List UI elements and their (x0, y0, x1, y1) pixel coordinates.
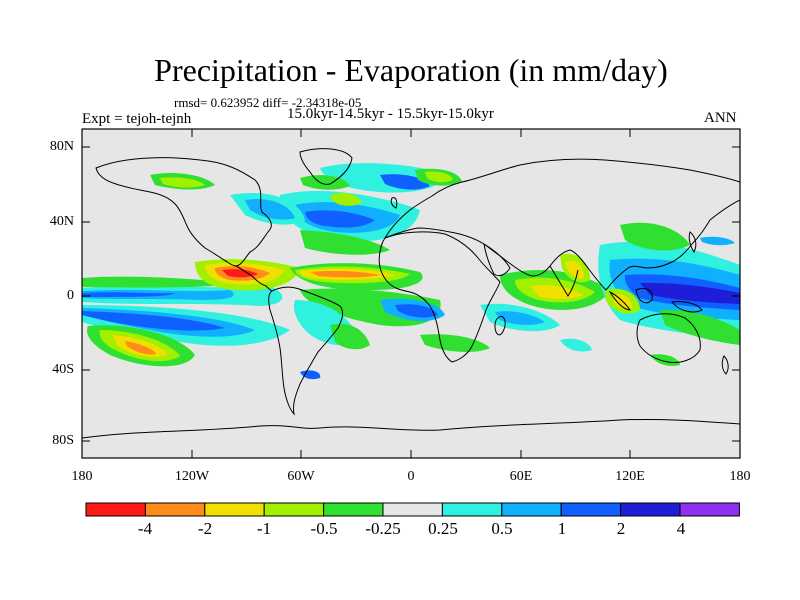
coastline-greenland (299, 148, 353, 185)
lon-tick-label: 120W (174, 469, 210, 484)
coastline-sumatra (608, 290, 631, 311)
colorbar-swatch (441, 502, 503, 517)
period-text: 15.0kyr-14.5kyr - 15.5kyr-15.0kyr (287, 106, 494, 122)
colorbar-label: 1 (557, 519, 567, 538)
field-region (125, 341, 156, 355)
coastline-antarctica (82, 418, 740, 439)
coastline-uk (390, 197, 398, 209)
experiment-label: Expt = tejoh-tejnh (82, 111, 192, 127)
colorbar-swatch (560, 502, 622, 517)
coastlines (82, 148, 740, 439)
lat-tick-label: 0 (67, 288, 74, 303)
colorbar-swatch (144, 502, 206, 517)
field-region (300, 370, 321, 380)
field-region (245, 199, 295, 220)
field-region (82, 311, 225, 331)
field-region (640, 282, 740, 304)
field-region (305, 210, 375, 228)
field-region (330, 323, 370, 350)
coastline-india (549, 265, 579, 297)
lat-tick-label: 80S (52, 433, 74, 448)
lon-tick-label: 60E (509, 469, 533, 484)
coastline-new-guinea (671, 301, 703, 313)
lat-tick-label: 40N (49, 214, 74, 229)
field-region (560, 338, 592, 352)
colorbar (85, 502, 740, 517)
colorbar-swatch (501, 502, 562, 517)
season-label: ANN (704, 110, 737, 126)
colorbar-swatch (85, 502, 146, 517)
colorbar-label: -0.25 (365, 519, 401, 538)
field-region (82, 276, 240, 288)
colorbar-label: -4 (137, 519, 153, 538)
axis-ticks (82, 129, 740, 458)
colorbar-swatch (323, 502, 384, 517)
colorbar-swatch (382, 502, 443, 517)
colorbar-label: -2 (197, 519, 213, 538)
field-region (300, 230, 390, 255)
coastline-new-zealand (721, 355, 729, 375)
field-region (425, 171, 453, 183)
lon-tick-label: 60W (287, 469, 315, 484)
colorbar-swatch (620, 502, 681, 517)
coastline-japan (688, 231, 697, 253)
precip-field (82, 163, 740, 380)
coastline-australia (636, 313, 701, 363)
coastline-north-america (95, 157, 272, 267)
colorbar-swatch (263, 502, 325, 517)
field-region (420, 334, 490, 352)
field-region (395, 304, 438, 318)
coastline-eurasia (383, 158, 740, 291)
field-region (310, 271, 380, 278)
field-region (82, 292, 175, 297)
lon-tick-label: 0 (407, 469, 415, 484)
field-region (565, 260, 585, 279)
map-title: Precipitation - Evaporation (in mm/day) (154, 52, 668, 88)
colorbar-label: 0.5 (491, 519, 513, 538)
lon-tick-label: 120E (615, 469, 645, 484)
field-region (700, 236, 735, 246)
lat-tick-label: 80N (49, 139, 74, 154)
colorbar-swatch (204, 502, 265, 517)
colorbar-label: 0.25 (428, 519, 458, 538)
lon-tick-label: 180 (71, 469, 93, 484)
colorbar-swatch (679, 502, 740, 517)
field-region (620, 222, 690, 251)
field-region (330, 192, 362, 206)
colorbar-label: -1 (256, 519, 272, 538)
coastline-south-america (268, 286, 344, 416)
field-region (160, 177, 205, 188)
colorbar-label: 4 (676, 519, 686, 538)
coastline-arabia (483, 243, 511, 277)
coastline-central-america (235, 265, 273, 292)
lon-tick-label: 180 (729, 469, 751, 484)
colorbar-label: 2 (616, 519, 626, 538)
field-region (530, 285, 583, 300)
lat-tick-label: 40S (52, 362, 74, 377)
stats-text: rmsd= 0.623952 diff= -2.34318e-05 (174, 95, 362, 110)
field-region (495, 311, 545, 325)
colorbar-label: -0.5 (310, 519, 338, 538)
field-region (660, 309, 740, 345)
coastline-africa (378, 231, 501, 363)
field-region (650, 354, 680, 366)
coastline-madagascar (494, 315, 506, 336)
field-region (222, 269, 258, 278)
coastline-borneo (635, 287, 653, 304)
